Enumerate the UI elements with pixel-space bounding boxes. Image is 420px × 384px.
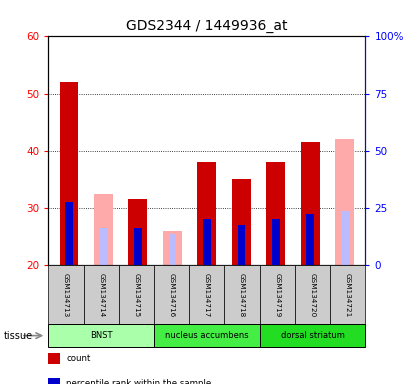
Bar xyxy=(168,233,176,265)
Bar xyxy=(341,211,349,265)
Bar xyxy=(60,82,79,265)
Text: dorsal striatum: dorsal striatum xyxy=(281,331,344,340)
Bar xyxy=(301,142,320,265)
Text: GSM134719: GSM134719 xyxy=(274,273,280,317)
Text: GDS2344 / 1449936_at: GDS2344 / 1449936_at xyxy=(126,19,288,33)
Bar xyxy=(100,228,107,265)
Bar xyxy=(238,225,245,265)
Text: GSM134721: GSM134721 xyxy=(345,273,351,317)
Text: GSM134713: GSM134713 xyxy=(63,273,69,317)
Bar xyxy=(266,162,285,265)
Bar xyxy=(197,162,216,265)
Text: count: count xyxy=(66,354,91,363)
Text: GSM134718: GSM134718 xyxy=(239,273,245,317)
Bar xyxy=(129,199,147,265)
Text: nucleus accumbens: nucleus accumbens xyxy=(165,331,249,340)
Bar xyxy=(203,219,211,265)
Bar xyxy=(335,139,354,265)
Bar xyxy=(163,231,182,265)
Text: GSM134714: GSM134714 xyxy=(98,273,104,317)
Bar xyxy=(134,228,142,265)
Bar xyxy=(65,202,73,265)
Text: GSM134716: GSM134716 xyxy=(168,273,175,317)
Bar xyxy=(307,214,314,265)
Text: GSM134717: GSM134717 xyxy=(204,273,210,317)
Bar xyxy=(272,219,280,265)
Bar xyxy=(94,194,113,265)
Text: tissue: tissue xyxy=(4,331,33,341)
Text: percentile rank within the sample: percentile rank within the sample xyxy=(66,379,212,384)
Bar xyxy=(232,179,251,265)
Text: GSM134720: GSM134720 xyxy=(310,273,315,317)
Text: GSM134715: GSM134715 xyxy=(134,273,139,317)
Text: BNST: BNST xyxy=(90,331,113,340)
